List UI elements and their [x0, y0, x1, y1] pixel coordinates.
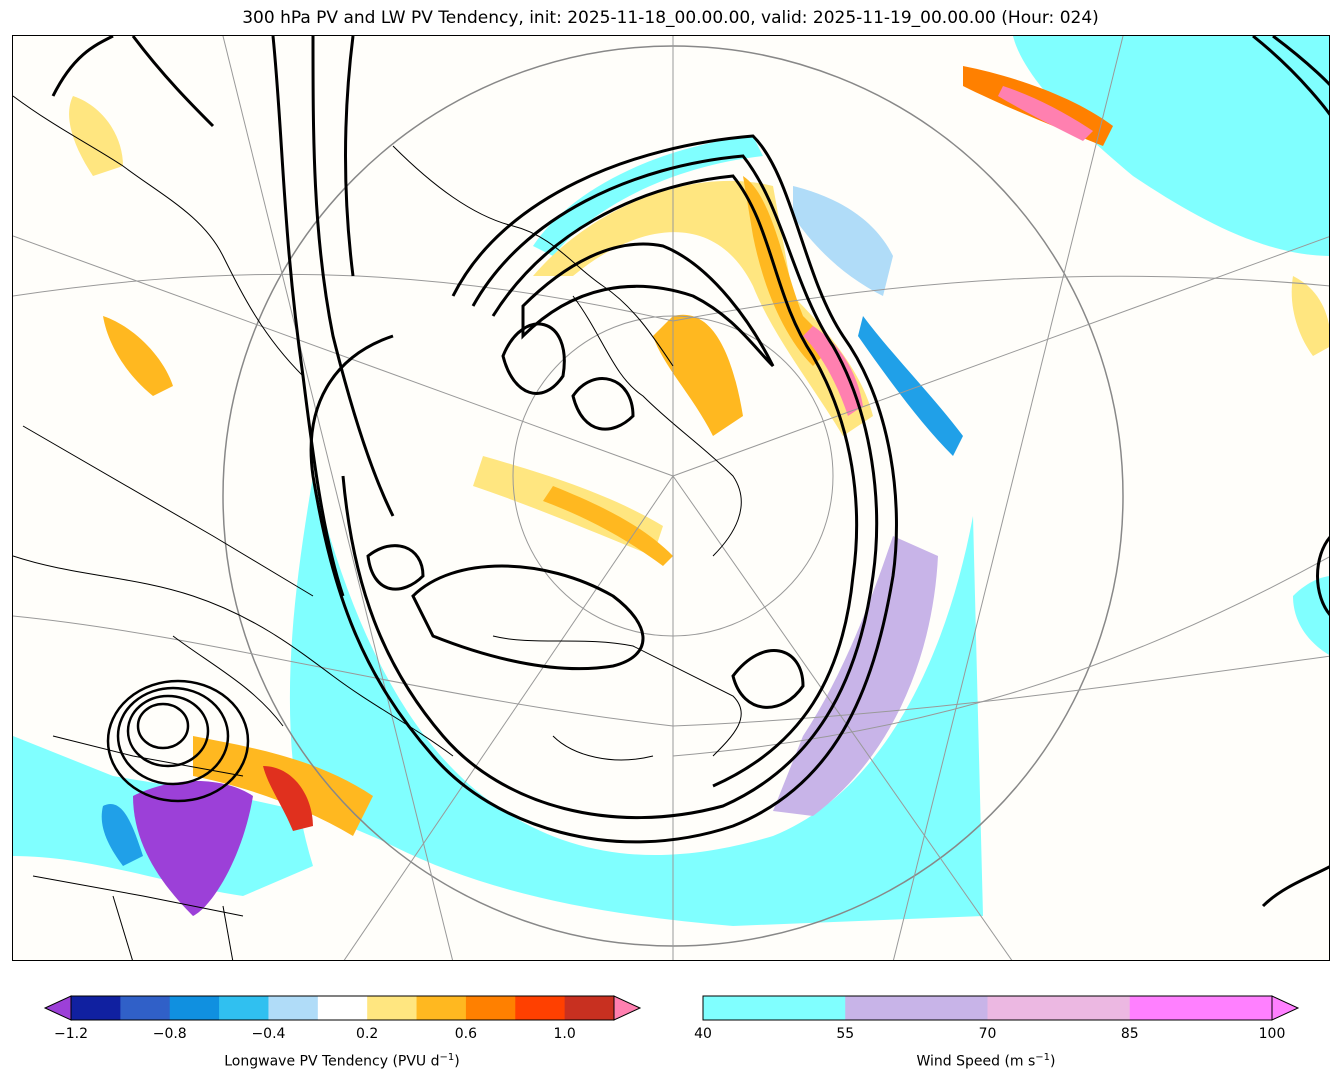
pv-contour-se — [1261, 865, 1329, 908]
wind-tick-label: 70 — [978, 1026, 997, 1042]
pv-far-east-patch — [1291, 276, 1329, 356]
pv-contour-trough-3 — [344, 36, 355, 277]
pv-tendency-shading — [69, 66, 1329, 916]
pv-tick-label: 1.0 — [553, 1026, 576, 1042]
pv-positive-arc — [533, 180, 873, 436]
pv-contours — [51, 36, 1329, 908]
sw-vortex-contours — [106, 679, 250, 803]
colorbar-segment — [1129, 996, 1273, 1020]
colorbar-segment — [169, 996, 220, 1020]
pv-colorbar-bar — [43, 995, 642, 1021]
pv-contour-3 — [491, 174, 859, 788]
pv-sw-red — [263, 766, 313, 831]
east-wind-patch — [1293, 576, 1329, 655]
wind-tick-label: 55 — [836, 1026, 855, 1042]
pv-colorbar — [43, 995, 642, 1024]
east-edge-contour — [1316, 536, 1329, 616]
wind-colorbar — [702, 995, 1300, 1024]
pv-negative-ne — [793, 186, 893, 296]
colorbar-frame — [70, 995, 615, 1021]
colorbar-segment — [219, 996, 269, 1020]
colorbar-frame — [702, 995, 1273, 1021]
colorbar-segment — [703, 996, 846, 1020]
pv-contour-inner — [521, 242, 775, 368]
colorbar-segment — [564, 996, 615, 1020]
wind-speed-shading — [13, 36, 1329, 926]
figure-title: 300 hPa PV and LW PV Tendency, init: 202… — [242, 8, 1099, 28]
pv-contour-east-ring — [731, 649, 805, 709]
colorbar-extend-low — [43, 995, 72, 1021]
pv-tick-label: 0.2 — [356, 1026, 379, 1042]
wind-tick-label: 100 — [1258, 1026, 1286, 1042]
pv-sw-extreme-low — [133, 781, 253, 916]
wind-tick-label: 40 — [694, 1026, 712, 1042]
colorbar-segment — [987, 996, 1131, 1020]
map-canvas — [13, 36, 1329, 960]
pv-neg-east-chain — [858, 316, 963, 456]
pv-contour-south — [411, 564, 645, 671]
pv-positive-core — [743, 176, 833, 366]
pv-contour-outer — [309, 134, 898, 844]
northeast-wind-band — [1013, 36, 1329, 256]
jet-stream-band — [13, 476, 983, 926]
pv-tick-label: −1.2 — [54, 1026, 88, 1042]
coastlines — [13, 95, 742, 960]
pv-contour-ne-1 — [1252, 36, 1329, 116]
pv-contour-nw-1 — [51, 36, 114, 97]
pv-tick-label: 0.6 — [454, 1026, 478, 1042]
colorbar-segment — [317, 996, 368, 1020]
pv-contour-small-ring — [366, 544, 425, 591]
pv-tick-label: −0.8 — [152, 1026, 187, 1042]
pv-contour-center — [501, 322, 566, 395]
pv-contour-lobe — [571, 377, 635, 431]
colorbar-segment — [120, 996, 171, 1020]
wind-colorbar-label: Wind Speed (m s−1) — [916, 1052, 1056, 1070]
pv-west-patch-2 — [103, 316, 173, 396]
pv-contour-nw-2 — [131, 36, 215, 128]
pv-max-streak — [803, 326, 863, 416]
jet-core — [773, 536, 938, 816]
pv-lower-band-core — [543, 486, 673, 566]
pv-sw-negative-ring — [101, 804, 143, 866]
northern-jet-arc — [533, 136, 763, 256]
colorbar-extend-high — [613, 995, 642, 1021]
pv-colorbar-label: Longwave PV Tendency (PVU d−1) — [224, 1052, 460, 1070]
map-panel — [12, 35, 1330, 961]
colorbar-extend-high — [1271, 995, 1300, 1021]
colorbar-segment — [367, 996, 418, 1020]
pv-contour-trough-2 — [311, 36, 395, 517]
wind-colorbar-bar — [702, 995, 1300, 1021]
pv-ne-cluster-pink — [998, 86, 1093, 141]
pv-tick-label: −0.4 — [251, 1026, 286, 1042]
pv-contour-2 — [341, 154, 879, 820]
colorbar-segment — [515, 996, 566, 1020]
colorbar-segment — [416, 996, 467, 1020]
colorbar-segment — [845, 996, 988, 1020]
pv-contour-trough-1 — [271, 36, 345, 597]
colorbar-segment — [465, 996, 516, 1020]
pv-contour-ne-2 — [1272, 36, 1329, 87]
colorbar-segment — [268, 996, 319, 1020]
pv-central-patch — [653, 314, 743, 436]
wind-tick-label: 85 — [1120, 1026, 1139, 1042]
colorbar-segment — [71, 996, 121, 1020]
pv-west-patch — [69, 96, 123, 176]
graticule — [13, 36, 1329, 960]
